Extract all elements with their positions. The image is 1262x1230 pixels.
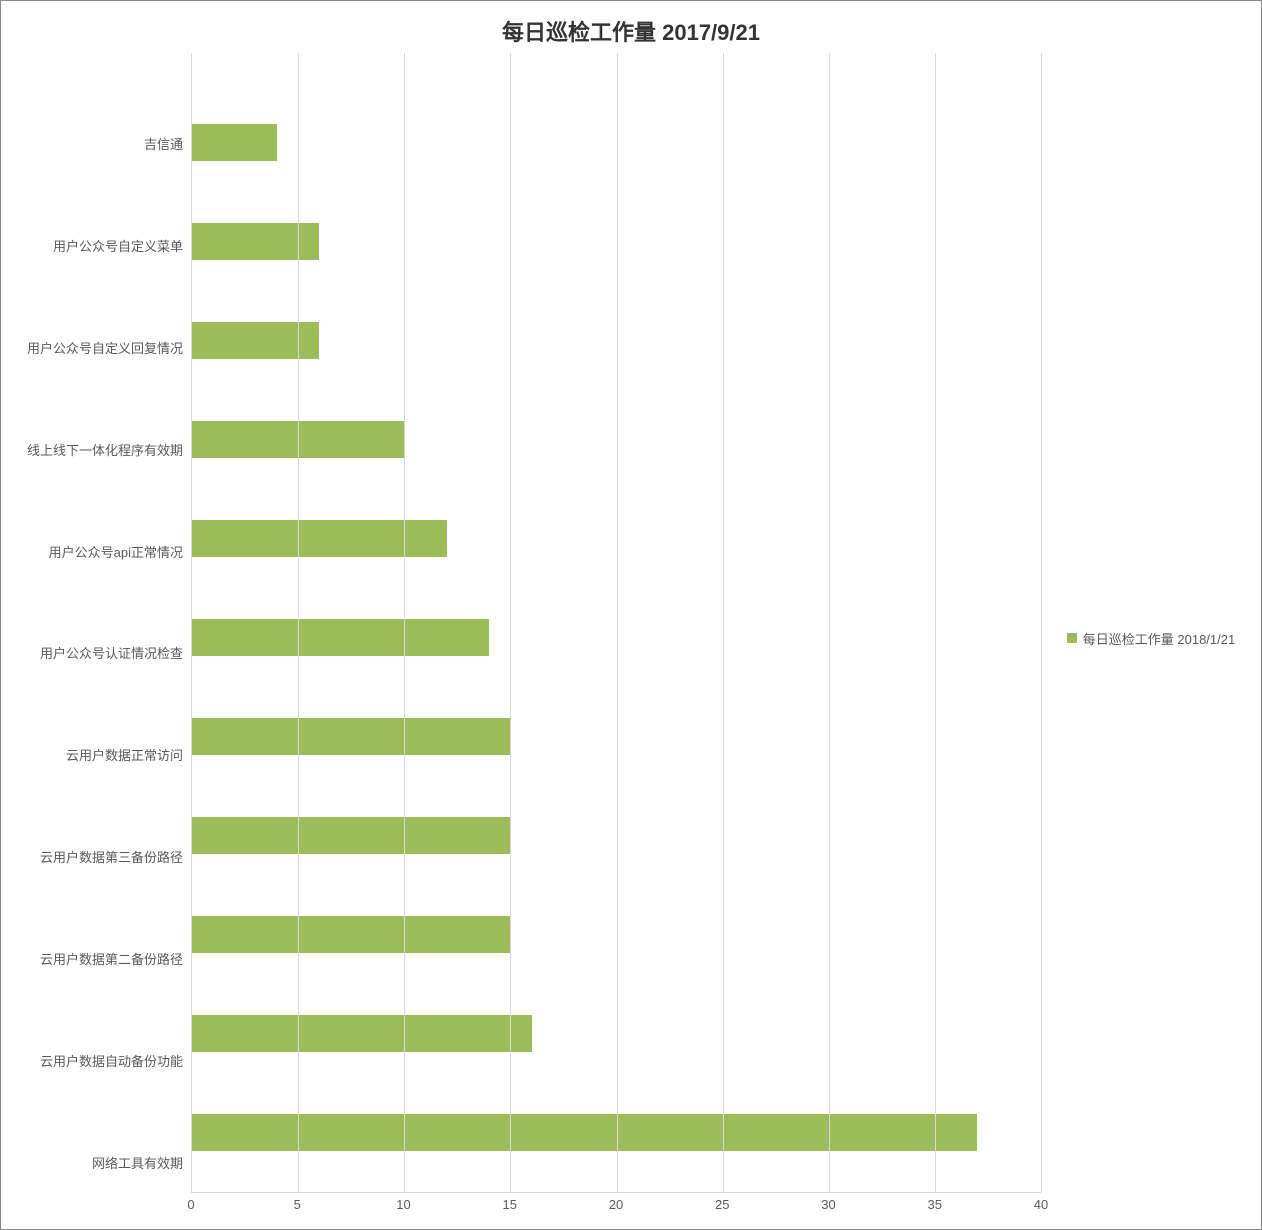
x-axis-tick: 40 — [1034, 1197, 1048, 1212]
bar — [192, 619, 489, 657]
gridline — [510, 53, 511, 1192]
y-axis-label: 云用户数据正常访问 — [1, 745, 183, 764]
bar — [192, 1114, 977, 1152]
gridline — [829, 53, 830, 1192]
y-axis-label: 用户公众号自定义菜单 — [1, 236, 183, 255]
bar — [192, 124, 277, 162]
gridline — [404, 53, 405, 1192]
x-axis-tick: 20 — [609, 1197, 623, 1212]
x-axis-tick: 10 — [396, 1197, 410, 1212]
chart-body: 吉信通用户公众号自定义菜单用户公众号自定义回复情况线上线下一体化程序有效期用户公… — [1, 53, 1261, 1223]
gridline — [617, 53, 618, 1192]
plot-wrapper: 吉信通用户公众号自定义菜单用户公众号自定义回复情况线上线下一体化程序有效期用户公… — [1, 53, 1041, 1223]
y-axis-label: 用户公众号认证情况检查 — [1, 643, 183, 662]
legend: 每日巡检工作量 2018/1/21 — [1041, 53, 1261, 1223]
x-axis-tick: 0 — [187, 1197, 194, 1212]
legend-label: 每日巡检工作量 2018/1/21 — [1083, 629, 1235, 648]
bar — [192, 916, 510, 954]
y-axis-label: 用户公众号自定义回复情况 — [1, 338, 183, 357]
gridline — [1041, 53, 1042, 1192]
x-axis-tick: 25 — [715, 1197, 729, 1212]
bar — [192, 223, 319, 261]
gridline — [298, 53, 299, 1192]
x-axis: 0510152025303540 — [191, 1193, 1041, 1223]
legend-swatch — [1067, 633, 1077, 643]
y-axis-label: 网络工具有效期 — [1, 1153, 183, 1172]
gridline — [935, 53, 936, 1192]
chart-title: 每日巡检工作量 2017/9/21 — [1, 1, 1261, 53]
bar — [192, 817, 510, 855]
y-axis-label: 云用户数据第二备份路径 — [1, 949, 183, 968]
bar — [192, 1015, 532, 1053]
y-axis-labels: 吉信通用户公众号自定义菜单用户公众号自定义回复情况线上线下一体化程序有效期用户公… — [1, 53, 191, 1223]
x-axis-tick: 35 — [928, 1197, 942, 1212]
x-axis-tick: 30 — [821, 1197, 835, 1212]
y-axis-label: 云用户数据自动备份功能 — [1, 1051, 183, 1070]
bar — [192, 520, 447, 558]
x-axis-tick: 5 — [294, 1197, 301, 1212]
legend-item: 每日巡检工作量 2018/1/21 — [1067, 629, 1235, 648]
chart-container: 每日巡检工作量 2017/9/21 吉信通用户公众号自定义菜单用户公众号自定义回… — [0, 0, 1262, 1230]
gridline — [723, 53, 724, 1192]
y-axis-label: 用户公众号api正常情况 — [1, 542, 183, 561]
bar — [192, 718, 510, 756]
plot-area — [191, 53, 1041, 1193]
x-axis-tick: 15 — [503, 1197, 517, 1212]
y-axis-label: 线上线下一体化程序有效期 — [1, 440, 183, 459]
bar — [192, 322, 319, 360]
y-axis-label: 云用户数据第三备份路径 — [1, 847, 183, 866]
y-axis-label: 吉信通 — [1, 134, 183, 153]
